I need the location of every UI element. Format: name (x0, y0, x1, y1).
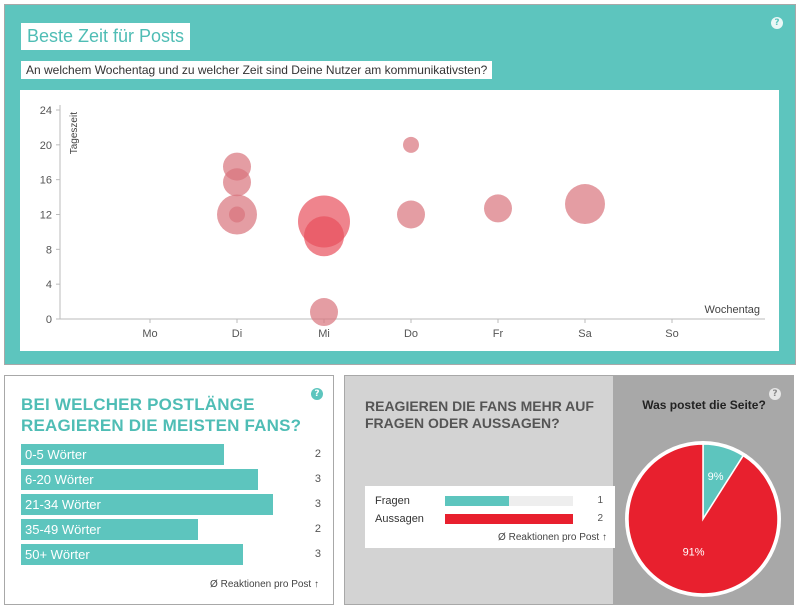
post-length-row: 0-5 Wörter 2 (21, 444, 321, 465)
pie-slice-label: 9% (708, 471, 724, 483)
questions-track (445, 514, 573, 524)
post-length-bar[interactable]: 0-5 Wörter (21, 444, 224, 465)
panel-subtitle: An welchem Wochentag und zu welcher Zeit… (21, 61, 493, 79)
bubble-point[interactable] (397, 200, 425, 229)
pie-chart: 9% 91% (613, 434, 788, 604)
questions-track (445, 496, 573, 506)
post-length-footnote: Ø Reaktionen pro Post ↑ (210, 579, 319, 590)
bubble-chart-svg: 0 4 8 12 16 20 24 Mo Di Mi Do Fr Sa So Wochentag Tagesz… (40, 105, 765, 340)
post-length-bar[interactable]: 21-34 Wörter (21, 494, 273, 515)
post-length-bar[interactable]: 50+ Wörter (21, 544, 243, 565)
post-length-value: 3 (314, 473, 321, 485)
post-length-bar[interactable]: 6-20 Wörter (21, 469, 258, 490)
x-tick-label: Sa (578, 328, 592, 340)
y-tick-label: 8 (46, 244, 52, 256)
questions-row: Aussagen 2 (375, 512, 611, 526)
x-axis-label: Wochentag (705, 304, 760, 316)
x-tick-label: Do (404, 328, 418, 340)
post-length-panel: ? Bei welcher Postlänge reagieren die me… (4, 375, 334, 605)
questions-bar[interactable] (445, 514, 573, 524)
y-axis-label: Tageszeit (69, 112, 80, 154)
questions-value: 2 (597, 513, 603, 524)
y-tick-label: 20 (40, 140, 52, 152)
y-tick-label: 0 (46, 314, 52, 326)
bubble-point[interactable] (310, 298, 338, 327)
post-length-row: 6-20 Wörter 3 (21, 469, 321, 490)
pie-slice[interactable] (627, 443, 779, 595)
bubble-point[interactable] (223, 168, 251, 197)
post-length-row: 21-34 Wörter 3 (21, 494, 321, 515)
help-icon[interactable]: ? (769, 388, 781, 400)
help-icon[interactable]: ? (771, 17, 783, 29)
questions-bar[interactable] (445, 496, 509, 506)
post-length-row: 50+ Wörter 3 (21, 544, 321, 565)
questions-label: Aussagen (375, 513, 424, 525)
pie-chart-svg: 9% 91% (625, 441, 781, 597)
post-length-value: 3 (314, 548, 321, 560)
questions-title: Reagieren die Fans mehr auf Fragen oder … (365, 398, 594, 431)
post-length-value: 3 (314, 498, 321, 510)
questions-row: Fragen 1 (375, 494, 611, 508)
bubble-chart: 0 4 8 12 16 20 24 Mo Di Mi Do Fr Sa So Wochentag Tagesz… (20, 90, 779, 351)
y-tick-label: 4 (46, 279, 52, 291)
x-tick-label: Fr (493, 328, 504, 340)
questions-bars: Fragen 1 Aussagen 2 Ø Reaktionen pro Post ↑ (365, 486, 615, 548)
x-tick-label: Mi (318, 328, 330, 340)
post-length-value: 2 (314, 523, 321, 535)
bubble-point[interactable] (229, 206, 245, 223)
bubble-point[interactable] (484, 194, 512, 223)
x-tick-label: Di (232, 328, 242, 340)
x-tick-label: So (665, 328, 678, 340)
post-length-bar[interactable]: 35-49 Wörter (21, 519, 198, 540)
questions-panel: ? Reagieren die Fans mehr auf Fragen ode… (344, 375, 794, 605)
post-length-row: 35-49 Wörter 2 (21, 519, 321, 540)
questions-value: 1 (597, 495, 603, 506)
x-tick-label: Mo (142, 328, 157, 340)
help-icon[interactable]: ? (311, 388, 323, 400)
pie-slice-label: 91% (683, 546, 705, 558)
y-tick-label: 16 (40, 175, 52, 187)
bubble-point[interactable] (565, 184, 605, 225)
y-tick-label: 12 (40, 210, 52, 222)
bubble-point[interactable] (403, 136, 419, 153)
post-length-value: 2 (314, 448, 321, 460)
bubble-point[interactable] (304, 216, 344, 257)
questions-label: Fragen (375, 495, 410, 507)
best-time-panel: ? Beste Zeit für Posts An welchem Wochen… (4, 4, 796, 365)
post-length-title: Bei welcher Postlänge reagieren die meis… (21, 395, 302, 435)
panel-title: Beste Zeit für Posts (21, 23, 191, 50)
pie-title: Was postet die Seite? (642, 398, 766, 412)
y-tick-label: 24 (40, 105, 52, 117)
questions-footnote: Ø Reaktionen pro Post ↑ (498, 532, 607, 543)
